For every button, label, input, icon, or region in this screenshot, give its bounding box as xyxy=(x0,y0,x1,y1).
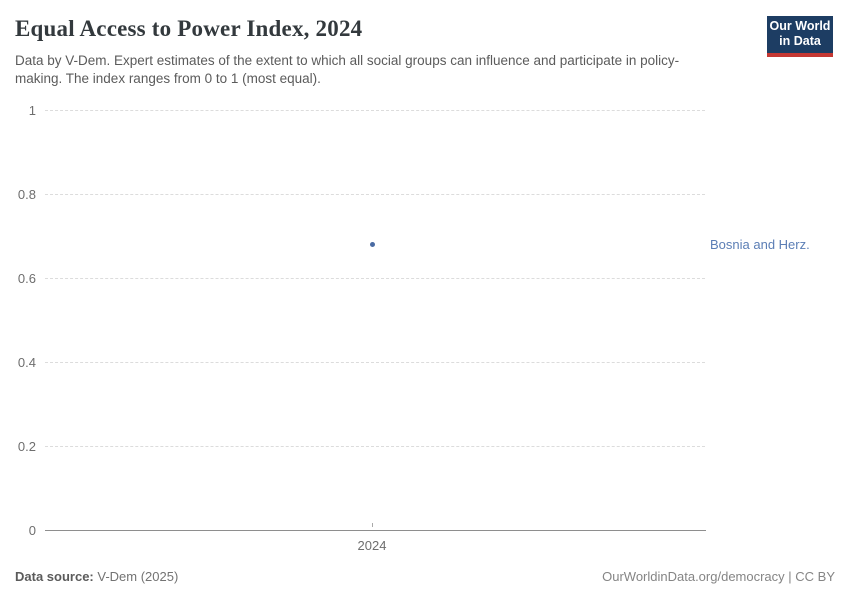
y-axis-tick-label: 0 xyxy=(28,523,36,538)
chart-title: Equal Access to Power Index, 2024 xyxy=(15,16,363,41)
data-source-note: Data source: V-Dem (2025) xyxy=(15,569,178,584)
data-point-bosnia-and-herz-[interactable] xyxy=(369,242,375,248)
attribution-link[interactable]: OurWorldinData.org/democracy | CC BY xyxy=(602,569,835,584)
y-axis-tick-label: 0.8 xyxy=(17,187,36,202)
data-source-label: Data source: xyxy=(15,569,94,584)
gridline-y-1 xyxy=(45,110,705,111)
y-axis-tick-label: 0.6 xyxy=(17,271,36,286)
y-axis-tick-label: 0.2 xyxy=(17,439,36,454)
y-axis-tick-label: 1 xyxy=(28,103,36,118)
x-axis-tick-mark xyxy=(371,522,373,527)
data-source-value: V-Dem (2025) xyxy=(93,569,179,584)
owid-logo[interactable]: Our World in Data xyxy=(767,16,833,57)
gridline-y-0.4 xyxy=(45,362,705,363)
x-axis-line xyxy=(45,530,706,531)
chart-subtitle: Data by V-Dem. Expert estimates of the e… xyxy=(15,53,680,86)
owid-logo-line2: in Data xyxy=(779,34,821,48)
y-axis-tick-label: 0.4 xyxy=(17,355,36,370)
entity-label-bosnia-and-herz-[interactable]: Bosnia and Herz. xyxy=(710,236,810,252)
gridline-y-0.2 xyxy=(45,446,705,447)
x-axis-tick-label: 2024 xyxy=(357,537,387,553)
gridline-y-0.8 xyxy=(45,194,705,195)
owid-logo-line1: Our World xyxy=(769,19,831,33)
gridline-y-0.6 xyxy=(45,278,705,279)
